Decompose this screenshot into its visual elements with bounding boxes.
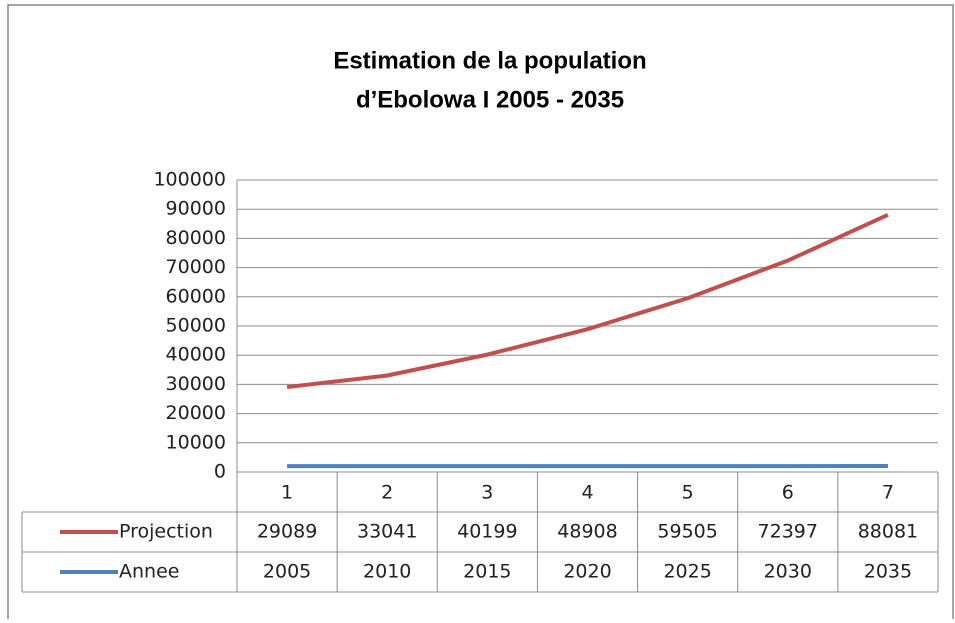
table-value: 33041 — [357, 521, 417, 543]
table-value: 2010 — [363, 561, 411, 583]
table-value: 2020 — [563, 561, 611, 583]
table-value: 40199 — [457, 521, 517, 543]
legend-label: Annee — [119, 561, 179, 583]
x-tick-label: 6 — [782, 482, 794, 504]
chart-title: Estimation de la population — [333, 47, 646, 74]
table-value: 2005 — [263, 561, 311, 583]
y-tick-label: 30000 — [166, 373, 226, 395]
table-value: 2030 — [764, 561, 812, 583]
table-value: 2035 — [864, 561, 912, 583]
y-tick-label: 80000 — [166, 227, 226, 249]
table-value: 2025 — [663, 561, 711, 583]
x-tick-label: 7 — [882, 482, 894, 504]
y-tick-label: 40000 — [166, 344, 226, 366]
chart-title: d’Ebolowa I 2005 - 2035 — [356, 86, 624, 113]
table-value: 48908 — [557, 521, 617, 543]
x-tick-label: 3 — [481, 482, 493, 504]
y-tick-label: 50000 — [166, 315, 226, 337]
table-value: 2015 — [463, 561, 511, 583]
table-value: 72397 — [758, 521, 818, 543]
table-value: 88081 — [858, 521, 918, 543]
x-tick-label: 5 — [682, 482, 694, 504]
y-tick-label: 100000 — [153, 169, 226, 191]
y-tick-label: 90000 — [166, 198, 226, 220]
legend-label: Projection — [119, 521, 213, 543]
x-tick-label: 1 — [281, 482, 293, 504]
y-tick-label: 10000 — [166, 431, 226, 453]
series-line — [287, 215, 888, 387]
y-tick-label: 70000 — [166, 256, 226, 278]
y-tick-label: 20000 — [166, 402, 226, 424]
y-tick-label: 0 — [214, 461, 226, 483]
table-value: 59505 — [657, 521, 717, 543]
y-tick-label: 60000 — [166, 285, 226, 307]
table-value: 29089 — [257, 521, 317, 543]
x-tick-label: 4 — [581, 482, 593, 504]
x-tick-label: 2 — [381, 482, 393, 504]
